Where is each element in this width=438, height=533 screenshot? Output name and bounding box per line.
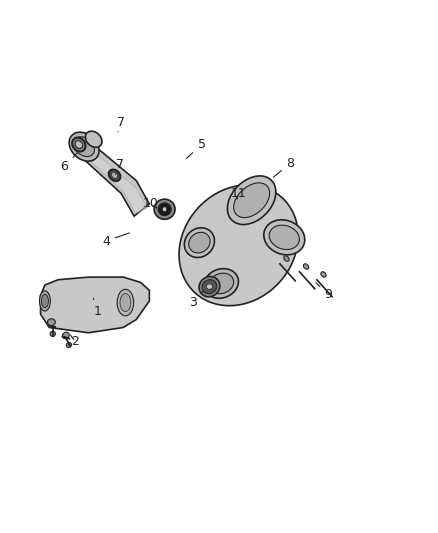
Text: 7: 7 bbox=[116, 158, 124, 174]
Text: 5: 5 bbox=[186, 138, 205, 159]
Ellipse shape bbox=[69, 132, 99, 161]
Polygon shape bbox=[81, 146, 148, 214]
Ellipse shape bbox=[47, 319, 55, 326]
Ellipse shape bbox=[184, 228, 215, 257]
Ellipse shape bbox=[120, 294, 131, 312]
Ellipse shape bbox=[75, 141, 83, 149]
Ellipse shape bbox=[264, 220, 305, 255]
Ellipse shape bbox=[39, 291, 50, 311]
Text: 7: 7 bbox=[117, 116, 125, 132]
Ellipse shape bbox=[204, 269, 238, 298]
Ellipse shape bbox=[202, 280, 217, 294]
Ellipse shape bbox=[227, 176, 276, 224]
Ellipse shape bbox=[72, 138, 85, 151]
Ellipse shape bbox=[206, 284, 212, 289]
Text: 2: 2 bbox=[71, 335, 79, 348]
Ellipse shape bbox=[269, 225, 300, 249]
Ellipse shape bbox=[154, 199, 175, 219]
Ellipse shape bbox=[74, 137, 95, 157]
Ellipse shape bbox=[179, 185, 298, 306]
Ellipse shape bbox=[111, 172, 118, 179]
Ellipse shape bbox=[189, 232, 210, 253]
Ellipse shape bbox=[66, 343, 71, 348]
Ellipse shape bbox=[62, 332, 69, 338]
Ellipse shape bbox=[304, 264, 309, 269]
Ellipse shape bbox=[42, 294, 48, 308]
Ellipse shape bbox=[162, 207, 167, 212]
Ellipse shape bbox=[109, 169, 120, 181]
Ellipse shape bbox=[199, 277, 220, 297]
Text: 8: 8 bbox=[273, 157, 294, 177]
Text: 6: 6 bbox=[60, 153, 77, 173]
Ellipse shape bbox=[208, 273, 234, 294]
Text: 11: 11 bbox=[231, 187, 247, 200]
Polygon shape bbox=[41, 277, 149, 333]
Ellipse shape bbox=[50, 331, 55, 336]
Text: 9: 9 bbox=[316, 282, 332, 301]
Ellipse shape bbox=[321, 272, 326, 277]
Ellipse shape bbox=[233, 183, 270, 217]
Polygon shape bbox=[74, 138, 149, 216]
Ellipse shape bbox=[284, 256, 289, 261]
Ellipse shape bbox=[85, 131, 102, 147]
Text: 4: 4 bbox=[102, 233, 129, 247]
Ellipse shape bbox=[117, 289, 134, 316]
Text: 3: 3 bbox=[189, 291, 203, 309]
Text: 10: 10 bbox=[142, 197, 158, 211]
Ellipse shape bbox=[158, 203, 171, 216]
Text: 1: 1 bbox=[93, 298, 101, 318]
